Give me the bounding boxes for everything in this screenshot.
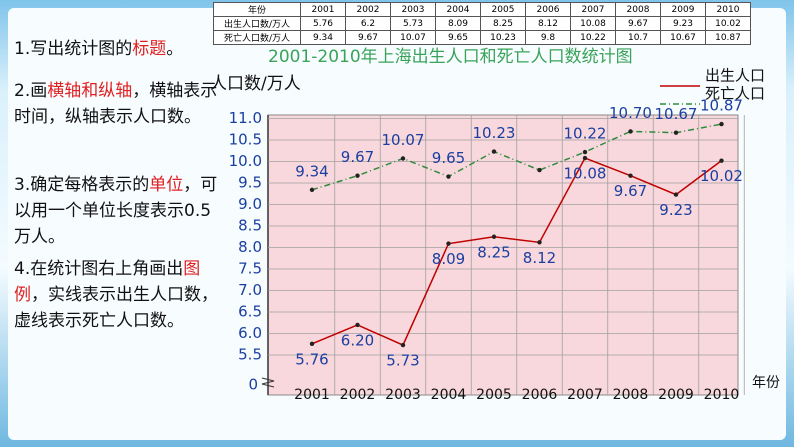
step-text: ，横轴表示时间，纵轴表示人口数。 bbox=[14, 81, 218, 127]
step-text: 2.画 bbox=[14, 81, 48, 101]
x-tick-label: 2007 bbox=[567, 387, 603, 403]
x-tick-label: 2003 bbox=[385, 387, 421, 403]
y-tick-label: 6.5 bbox=[238, 303, 262, 321]
y-tick-label: 11.0 bbox=[229, 109, 262, 127]
x-tick-label: 2009 bbox=[658, 387, 694, 403]
chart-title: 2001-2010年上海出生人口和死亡人口数统计图 bbox=[268, 47, 633, 67]
x-tick-label: 2010 bbox=[704, 387, 740, 403]
point bbox=[582, 155, 588, 161]
series-line bbox=[311, 157, 722, 347]
point bbox=[628, 129, 633, 134]
legend-label: 死亡人口 bbox=[705, 85, 765, 103]
data-table: 年份 2001 2002 2003 2004 2005 2006 2007 2008 2009 20… bbox=[213, 2, 751, 45]
step-text: 1.写出统计图的 bbox=[14, 39, 133, 59]
point bbox=[491, 149, 497, 154]
step-text: 4.在统计图右上角画出 bbox=[14, 259, 184, 279]
legend-label: 出生人口 bbox=[705, 67, 765, 85]
point bbox=[673, 130, 679, 135]
data-label: 9.67 bbox=[341, 148, 374, 166]
y-tick-label: 9.0 bbox=[238, 195, 262, 213]
highlight: 标题 bbox=[132, 39, 167, 59]
data-label: 10.02 bbox=[700, 167, 743, 185]
point bbox=[537, 167, 542, 173]
point bbox=[491, 234, 497, 239]
point bbox=[309, 341, 315, 347]
data-label: 6.20 bbox=[341, 331, 374, 349]
point bbox=[628, 173, 633, 178]
data-label: 10.22 bbox=[564, 125, 607, 143]
x-tick-label: 2008 bbox=[613, 387, 649, 403]
step: 3.确定每格表示的单位，可以用一个单位长度表示0.5万人。 bbox=[14, 172, 219, 250]
table-cell: 9.8 bbox=[525, 30, 571, 45]
point bbox=[309, 187, 315, 193]
step: 1.写出统计图的标题。 bbox=[14, 36, 219, 62]
point bbox=[719, 121, 724, 127]
data-label: 5.76 bbox=[295, 350, 328, 368]
y-tick-label: 10.5 bbox=[229, 131, 262, 149]
x-tick-label: 2006 bbox=[522, 387, 558, 403]
data-label: 8.09 bbox=[432, 250, 465, 268]
x-tick-label: 2005 bbox=[476, 387, 512, 403]
x-tick-label: 2004 bbox=[431, 387, 467, 403]
y-tick-label: 7.5 bbox=[238, 260, 262, 278]
step-text: 3.确定每格表示的 bbox=[14, 175, 150, 195]
data-label: 10.07 bbox=[382, 131, 425, 149]
data-label: 9.34 bbox=[295, 162, 328, 180]
step-text: ，实线表示出生人口数，虚线表示死亡人口数。 bbox=[14, 285, 218, 331]
point bbox=[446, 241, 451, 246]
point bbox=[537, 240, 542, 245]
data-label: 9.67 bbox=[614, 182, 647, 200]
data-label: 10.23 bbox=[473, 124, 516, 142]
y-tick-label: 8.0 bbox=[238, 238, 262, 256]
table-cell: 9.34 bbox=[300, 30, 346, 45]
point bbox=[400, 156, 406, 161]
point bbox=[673, 192, 679, 197]
y-tick-label: 5.5 bbox=[238, 346, 262, 364]
highlight: 横轴和纵轴 bbox=[47, 81, 133, 101]
x-tick-label: 2001 bbox=[294, 387, 330, 403]
y-tick-label: 10.0 bbox=[229, 152, 262, 170]
data-label: 10.87 bbox=[700, 97, 743, 115]
step-text: 。 bbox=[166, 39, 184, 59]
highlight: 图例 bbox=[14, 259, 201, 305]
point bbox=[582, 149, 588, 155]
data-label: 10.70 bbox=[609, 104, 652, 122]
y-axis-label: 人口数/万人 bbox=[210, 74, 301, 94]
data-label: 10.67 bbox=[655, 105, 698, 123]
step: 4.在统计图右上角画出图例，实线表示出生人口数，虚线表示死亡人口数。 bbox=[14, 256, 219, 334]
step: 2.画横轴和纵轴，横轴表示时间，纵轴表示人口数。 bbox=[14, 78, 219, 130]
data-label: 5.73 bbox=[386, 352, 419, 370]
step-text: ，可以用一个单位长度表示0.5万人。 bbox=[14, 175, 218, 247]
point bbox=[355, 173, 360, 178]
data-label: 8.12 bbox=[523, 249, 556, 267]
data-label: 9.65 bbox=[432, 149, 465, 167]
point bbox=[400, 342, 406, 348]
y-origin-label: 0 bbox=[248, 376, 258, 394]
y-tick-label: 9.5 bbox=[238, 174, 262, 192]
y-tick-label: 8.5 bbox=[238, 217, 262, 235]
series-line bbox=[311, 123, 722, 191]
axis-break bbox=[261, 377, 275, 388]
table-cell: 10.67 bbox=[660, 30, 706, 45]
data-label: 9.23 bbox=[659, 201, 692, 219]
point bbox=[446, 174, 451, 179]
table-row: 年份 2001 2002 2003 2004 2005 2006 2007 2008 2009 20… bbox=[213, 2, 751, 17]
table-row: 死亡人口数/万人 9.34 9.67 10.07 9.65 10.23 9.8 10.22 10… bbox=[213, 30, 751, 45]
y-tick-label: 6.0 bbox=[238, 324, 262, 342]
point bbox=[719, 158, 724, 163]
data-label: 8.25 bbox=[477, 243, 510, 261]
point bbox=[355, 322, 360, 328]
data-label: 10.08 bbox=[564, 165, 607, 183]
x-tick-label: 2002 bbox=[340, 387, 376, 403]
x-axis-label: 年份 bbox=[752, 375, 780, 391]
highlight: 单位 bbox=[149, 175, 184, 195]
table-cell: 10.87 bbox=[705, 30, 751, 45]
y-tick-label: 7.0 bbox=[238, 281, 262, 299]
